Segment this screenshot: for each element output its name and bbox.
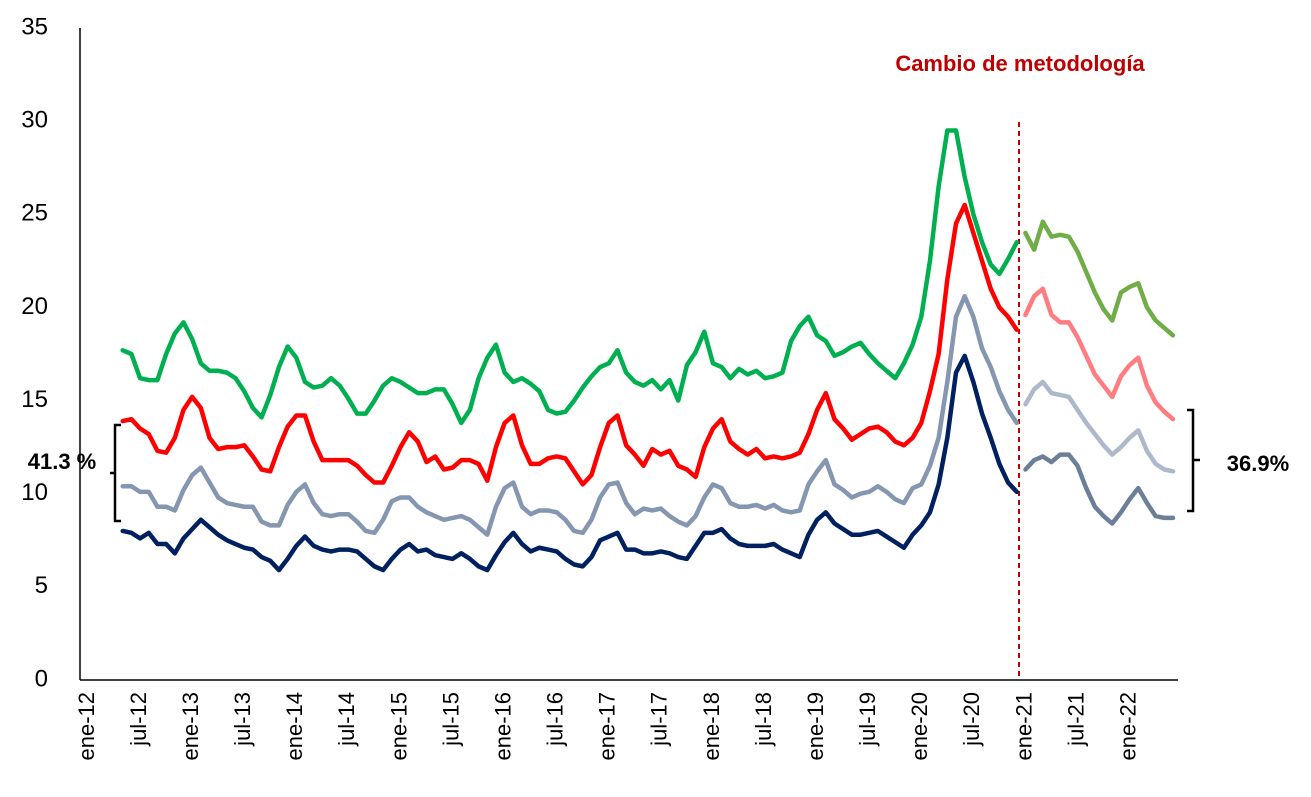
x-tick-label: ene-12 [74,692,99,761]
x-tick-label: ene-14 [282,692,307,761]
x-tick-label: ene-21 [1011,692,1036,761]
x-tick-label: ene-15 [386,692,411,761]
series-line [1023,219,1176,338]
series-line [120,202,1020,487]
series-line [120,353,1020,573]
x-tick-label: jul-19 [855,692,880,747]
x-tick-label: ene-20 [907,692,932,761]
x-tick-label: ene-17 [595,692,620,761]
x-tick-label: jul-16 [543,692,568,747]
x-tick-label: jul-17 [647,692,672,747]
x-tick-label: ene-16 [490,692,515,761]
y-tick-label: 20 [21,293,48,320]
x-tick-label: ene-13 [178,692,203,761]
x-tick-label: jul-14 [334,692,359,747]
y-tick-label: 35 [21,13,48,40]
x-tick-label: jul-13 [230,692,255,747]
bracket [110,423,121,523]
series-line [120,128,1020,426]
x-tick-label: jul-18 [751,692,776,747]
y-tick-label: 0 [35,665,48,692]
series-line [1023,452,1176,526]
x-tick-label: ene-19 [803,692,828,761]
y-tick-label: 30 [21,106,48,133]
y-tick-label: 15 [21,386,48,413]
series-line [1023,286,1176,422]
x-tick-label: jul-12 [126,692,151,747]
x-tick-label: ene-18 [699,692,724,761]
x-tick-label: jul-21 [1063,692,1088,747]
annotation: Cambio de metodología [895,51,1145,76]
series-line [120,294,1020,537]
y-tick-label: 10 [21,479,48,506]
x-tick-label: jul-15 [438,692,463,747]
annotation: 36.9% [1227,451,1289,476]
x-tick-label: jul-20 [959,692,984,747]
y-tick-label: 25 [21,200,48,227]
y-tick-label: 5 [35,572,48,599]
annotation: 41.3 % [28,449,97,474]
series-line [1023,379,1176,474]
x-tick-label: ene-22 [1115,692,1140,761]
bracket [1187,408,1200,513]
